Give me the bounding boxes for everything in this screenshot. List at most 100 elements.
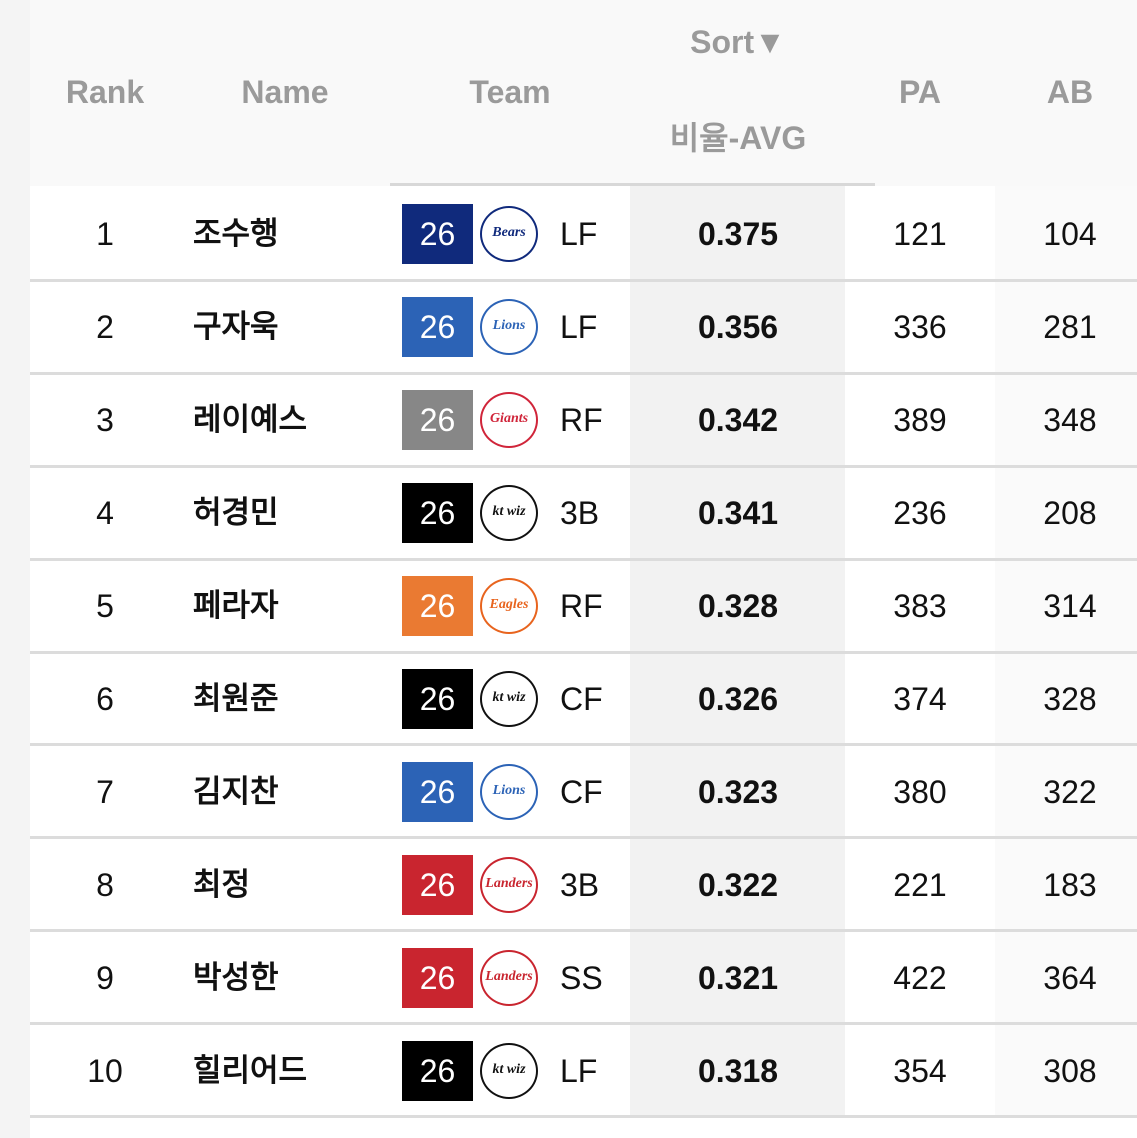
- player-name: 최원준: [193, 680, 279, 717]
- team-logo: kt wiz: [480, 670, 538, 727]
- avg: 0.341: [697, 495, 779, 532]
- team-logo-text: Lions: [492, 318, 526, 334]
- player-name: 허경민: [193, 495, 279, 532]
- team-logo-text: kt wiz: [492, 1061, 526, 1077]
- position: RF: [560, 588, 603, 625]
- row-divider: [30, 836, 1137, 840]
- team-logo-text: kt wiz: [492, 689, 526, 705]
- rank: 2: [96, 309, 114, 346]
- position: CF: [560, 773, 603, 810]
- year-badge: 26: [402, 390, 473, 451]
- player-name: 박성한: [193, 959, 279, 996]
- row-divider: [30, 464, 1137, 468]
- avg: 0.322: [697, 866, 779, 903]
- pa: 380: [893, 773, 947, 810]
- rank: 9: [96, 959, 114, 996]
- position: LF: [560, 216, 598, 253]
- ab: 308: [1043, 1052, 1097, 1089]
- team-logo: Lions: [480, 299, 538, 356]
- pa: 121: [893, 216, 947, 253]
- ab: 348: [1043, 402, 1097, 439]
- ab: 364: [1043, 959, 1097, 996]
- team-logo: kt wiz: [480, 1042, 538, 1099]
- player-name: 레이예스: [193, 402, 308, 439]
- avg: 0.356: [697, 309, 779, 346]
- row-divider: [30, 1022, 1137, 1026]
- team-logo-text: kt wiz: [492, 504, 526, 520]
- team-logo-text: Bears: [492, 225, 526, 241]
- sort-button[interactable]: Sort▼: [690, 24, 786, 60]
- year-badge: 26: [402, 204, 473, 265]
- pa: 221: [893, 866, 947, 903]
- row-divider: [30, 557, 1137, 561]
- position: 3B: [560, 866, 600, 903]
- pa: 236: [893, 495, 947, 532]
- avg: 0.326: [697, 680, 779, 717]
- team-logo-text: Eagles: [489, 597, 529, 613]
- player-name: 조수행: [193, 216, 279, 253]
- rank: 6: [96, 680, 114, 717]
- avg: 0.328: [697, 588, 779, 625]
- rank: 8: [96, 866, 114, 903]
- team-logo-text: Lions: [492, 782, 526, 798]
- rank: 10: [87, 1052, 123, 1089]
- ab: 104: [1043, 216, 1097, 253]
- team-logo: Lions: [480, 763, 538, 820]
- team-logo: Landers: [480, 856, 538, 913]
- avg: 0.375: [697, 216, 779, 253]
- row-divider: [30, 929, 1137, 933]
- row-divider: [30, 650, 1137, 654]
- pa: 383: [893, 588, 947, 625]
- year-badge: 26: [402, 854, 473, 915]
- rank: 1: [96, 216, 114, 253]
- year-badge: 26: [402, 297, 473, 358]
- column-header: Name: [241, 74, 329, 110]
- year-badge: 26: [402, 761, 473, 822]
- player-name: 김지찬: [193, 773, 279, 810]
- team-logo: Giants: [480, 392, 538, 449]
- position: SS: [560, 959, 603, 996]
- ab: 183: [1043, 866, 1097, 903]
- avg: 0.318: [697, 1052, 779, 1089]
- year-badge: 26: [402, 1040, 473, 1101]
- position: LF: [560, 1052, 598, 1089]
- ab: 281: [1043, 309, 1097, 346]
- pa: 354: [893, 1052, 947, 1089]
- row-divider: [30, 278, 1137, 282]
- rank: 5: [96, 588, 114, 625]
- player-name: 구자욱: [193, 309, 279, 346]
- team-logo: Eagles: [480, 578, 538, 635]
- column-header: PA: [898, 74, 942, 110]
- year-badge: 26: [402, 483, 473, 544]
- year-badge: 26: [402, 947, 473, 1008]
- team-logo-text: Giants: [489, 411, 529, 427]
- ab: 208: [1043, 495, 1097, 532]
- rank: 7: [96, 773, 114, 810]
- column-header: 비율-AVG: [669, 120, 807, 156]
- avg: 0.321: [697, 959, 779, 996]
- team-logo: Landers: [480, 949, 538, 1006]
- pa: 374: [893, 680, 947, 717]
- position: RF: [560, 402, 603, 439]
- team-logo-text: Landers: [485, 968, 533, 984]
- pa: 389: [893, 402, 947, 439]
- avg: 0.323: [697, 773, 779, 810]
- ranking-table: Rank Name Team 비율-AVG PA AB Sort▼ 1 조수행 26 Bears LF…: [30, 0, 1137, 1138]
- player-name: 페라자: [193, 588, 279, 625]
- pa: 336: [893, 309, 947, 346]
- player-name: 최정: [193, 866, 251, 903]
- row-divider: [30, 743, 1137, 747]
- ab: 314: [1043, 588, 1097, 625]
- header-bg: [30, 0, 1137, 186]
- team-logo: kt wiz: [480, 485, 538, 542]
- column-header: AB: [1046, 74, 1094, 110]
- row-divider: [30, 371, 1137, 375]
- team-logo-text: Landers: [485, 875, 533, 891]
- position: 3B: [560, 495, 600, 532]
- avg: 0.342: [697, 402, 779, 439]
- column-header: Rank: [65, 74, 145, 110]
- pa: 422: [893, 959, 947, 996]
- header-line: [390, 183, 875, 186]
- row-divider: [30, 1115, 1137, 1118]
